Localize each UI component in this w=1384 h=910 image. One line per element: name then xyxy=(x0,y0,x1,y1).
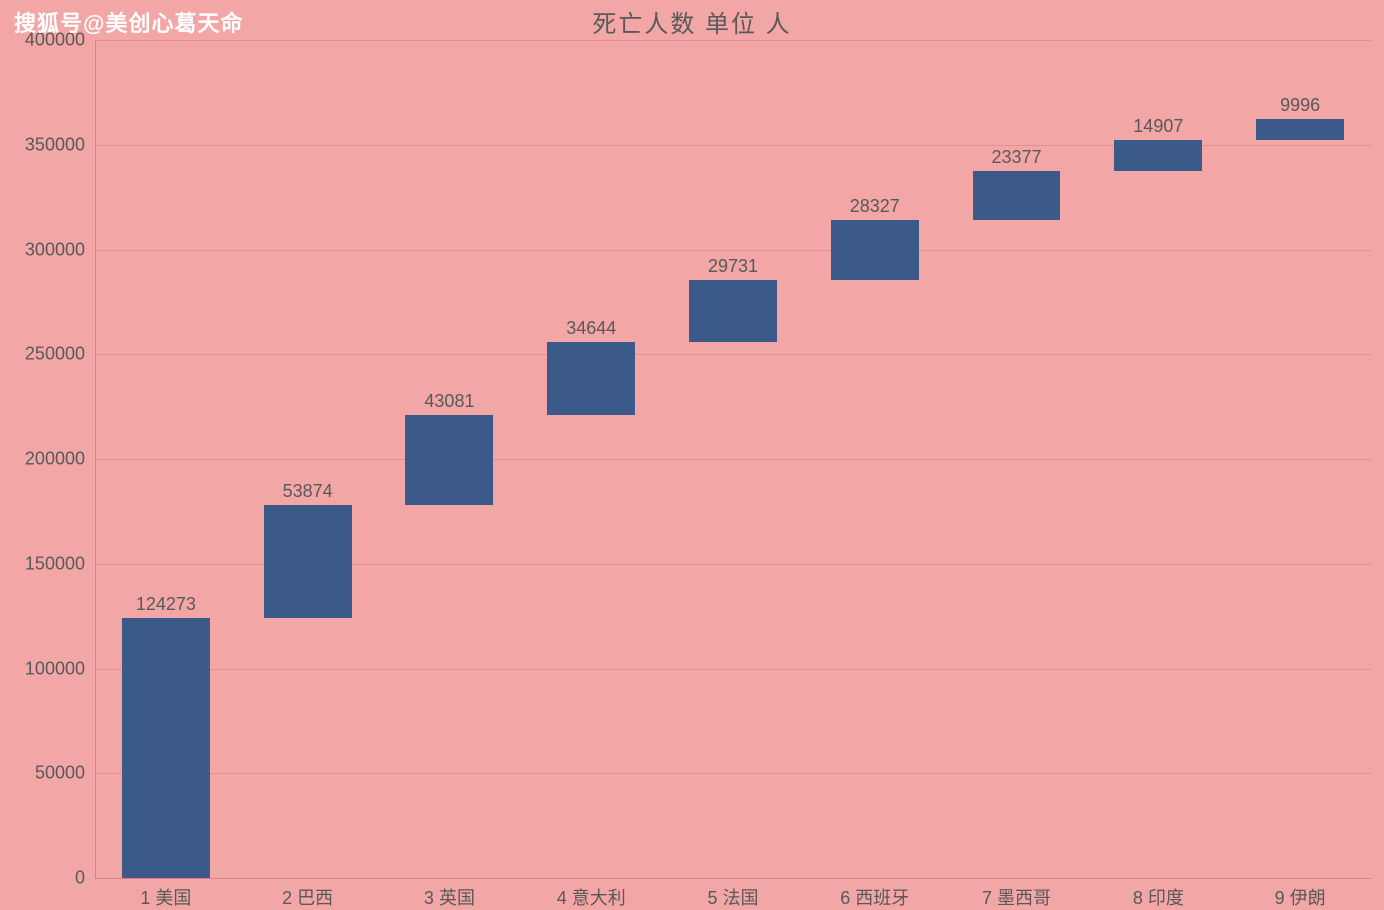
y-tick-label: 200000 xyxy=(5,449,85,470)
bar xyxy=(405,415,493,505)
bar xyxy=(1256,119,1344,140)
gridline xyxy=(95,40,1371,41)
y-tick-label: 50000 xyxy=(5,763,85,784)
y-tick-label: 350000 xyxy=(5,134,85,155)
gridline xyxy=(95,669,1371,670)
y-tick-label: 250000 xyxy=(5,344,85,365)
bar-value-label: 9996 xyxy=(1280,95,1320,116)
y-tick-label: 150000 xyxy=(5,553,85,574)
bar xyxy=(831,220,919,279)
x-tick-label: 6 西班牙 xyxy=(840,884,909,910)
bar-value-label: 14907 xyxy=(1133,116,1183,137)
bar-value-label: 34644 xyxy=(566,318,616,339)
bar-value-label: 53874 xyxy=(283,481,333,502)
y-tick-label: 100000 xyxy=(5,658,85,679)
bar xyxy=(264,505,352,618)
x-tick-label: 4 意大利 xyxy=(557,884,626,910)
y-tick-label: 0 xyxy=(5,868,85,889)
gridline xyxy=(95,773,1371,774)
x-tick-label: 8 印度 xyxy=(1133,884,1184,910)
y-tick-label: 300000 xyxy=(5,239,85,260)
bar-value-label: 23377 xyxy=(992,147,1042,168)
x-tick-label: 1 美国 xyxy=(140,884,191,910)
bar-value-label: 29731 xyxy=(708,256,758,277)
gridline xyxy=(95,250,1371,251)
bar-value-label: 43081 xyxy=(424,391,474,412)
bar-value-label: 124273 xyxy=(136,594,196,615)
bar xyxy=(973,171,1061,220)
bar xyxy=(547,342,635,415)
bar xyxy=(122,618,210,878)
gridline xyxy=(95,354,1371,355)
x-tick-label: 5 法国 xyxy=(707,884,758,910)
bar-value-label: 28327 xyxy=(850,196,900,217)
bar xyxy=(1114,140,1202,171)
x-tick-label: 9 伊朗 xyxy=(1275,884,1326,910)
bar xyxy=(689,280,777,342)
x-tick-label: 2 巴西 xyxy=(282,884,333,910)
plot-area: 0500001000001500002000002500003000003500… xyxy=(95,40,1371,878)
y-axis-line xyxy=(95,40,96,878)
watermark-text: 搜狐号@美创心葛天命 xyxy=(14,6,243,38)
x-tick-label: 7 墨西哥 xyxy=(982,884,1051,910)
chart-root: 搜狐号@美创心葛天命 死亡人数 单位 人 0500001000001500002… xyxy=(0,0,1384,910)
gridline xyxy=(95,878,1371,879)
x-tick-label: 3 英国 xyxy=(424,884,475,910)
gridline xyxy=(95,459,1371,460)
